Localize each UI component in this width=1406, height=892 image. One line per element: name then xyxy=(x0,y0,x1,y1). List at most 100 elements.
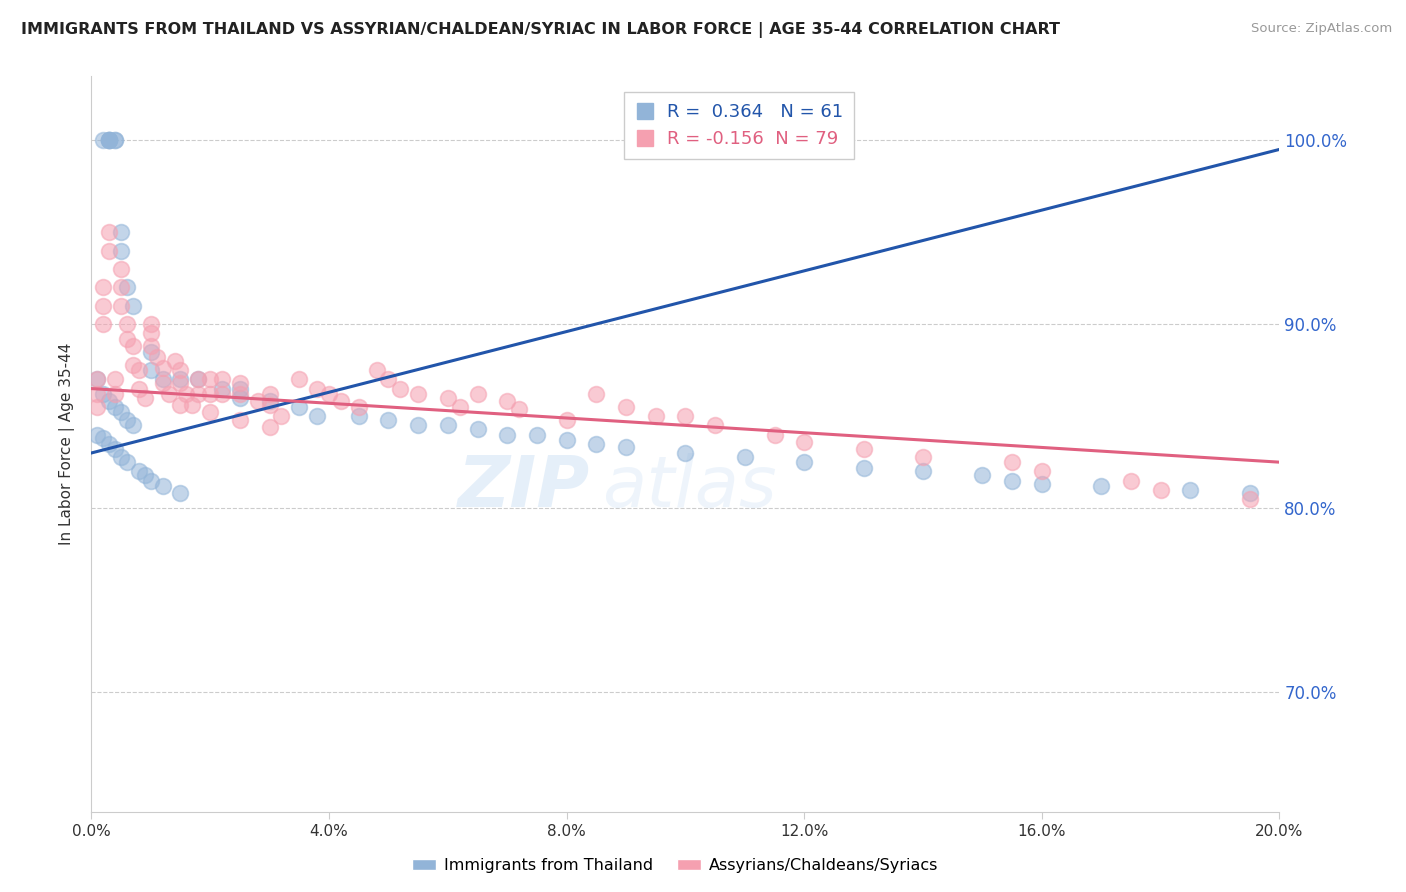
Text: Source: ZipAtlas.com: Source: ZipAtlas.com xyxy=(1251,22,1392,36)
Point xyxy=(229,413,252,427)
Point xyxy=(152,376,174,390)
Point xyxy=(972,468,994,483)
Point xyxy=(734,450,756,464)
Point xyxy=(270,409,292,424)
Point xyxy=(704,418,727,433)
Point xyxy=(467,422,489,436)
Point xyxy=(307,382,329,396)
Point xyxy=(187,387,209,401)
Point xyxy=(122,358,145,372)
Point xyxy=(347,409,370,424)
Point xyxy=(115,413,138,427)
Point xyxy=(115,332,138,346)
Point xyxy=(288,400,311,414)
Point xyxy=(134,468,156,483)
Point xyxy=(104,372,127,386)
Point xyxy=(259,420,281,434)
Point xyxy=(98,225,121,239)
Point xyxy=(1031,477,1053,491)
Point xyxy=(211,387,233,401)
Text: atlas: atlas xyxy=(602,453,778,523)
Point xyxy=(673,409,696,424)
Point xyxy=(229,382,252,396)
Point xyxy=(614,400,637,414)
Point xyxy=(145,351,167,365)
Point xyxy=(1031,464,1053,478)
Point xyxy=(134,391,156,405)
Point xyxy=(104,133,127,147)
Point xyxy=(496,394,519,409)
Point xyxy=(259,387,281,401)
Point xyxy=(86,427,108,442)
Point xyxy=(110,225,132,239)
Point xyxy=(911,450,934,464)
Point xyxy=(793,455,815,469)
Point xyxy=(139,317,162,331)
Point xyxy=(673,446,696,460)
Point xyxy=(115,280,138,294)
Point xyxy=(329,394,352,409)
Point xyxy=(389,382,412,396)
Point xyxy=(200,372,222,386)
Point xyxy=(91,431,114,445)
Point xyxy=(1119,474,1142,488)
Point xyxy=(200,387,222,401)
Point xyxy=(229,376,252,390)
Point xyxy=(288,372,311,386)
Point xyxy=(852,442,875,457)
Point xyxy=(467,387,489,401)
Point xyxy=(110,450,132,464)
Point xyxy=(911,464,934,478)
Point xyxy=(110,244,132,258)
Point xyxy=(229,387,252,401)
Point xyxy=(98,133,121,147)
Point xyxy=(104,133,127,147)
Point xyxy=(91,317,114,331)
Point xyxy=(91,133,114,147)
Point xyxy=(139,326,162,341)
Point xyxy=(1180,483,1202,497)
Point xyxy=(169,486,191,500)
Point xyxy=(169,398,191,412)
Point xyxy=(496,427,519,442)
Point xyxy=(406,387,429,401)
Point xyxy=(86,387,108,401)
Point xyxy=(115,317,138,331)
Point xyxy=(1239,486,1261,500)
Point xyxy=(526,427,548,442)
Point xyxy=(139,339,162,353)
Point xyxy=(366,363,388,377)
Point xyxy=(1090,479,1112,493)
Point xyxy=(110,262,132,277)
Y-axis label: In Labor Force | Age 35-44: In Labor Force | Age 35-44 xyxy=(59,343,76,545)
Point xyxy=(585,387,607,401)
Point xyxy=(508,401,530,416)
Point xyxy=(139,363,162,377)
Point xyxy=(163,354,186,368)
Point xyxy=(259,394,281,409)
Legend: R =  0.364   N = 61, R = -0.156  N = 79: R = 0.364 N = 61, R = -0.156 N = 79 xyxy=(624,92,853,159)
Point xyxy=(110,405,132,419)
Point xyxy=(436,391,458,405)
Point xyxy=(200,405,222,419)
Point xyxy=(852,460,875,475)
Point xyxy=(644,409,666,424)
Point xyxy=(246,394,269,409)
Point xyxy=(307,409,329,424)
Point xyxy=(763,427,786,442)
Point xyxy=(104,387,127,401)
Point xyxy=(128,382,150,396)
Point xyxy=(318,387,340,401)
Point xyxy=(110,280,132,294)
Point xyxy=(259,398,281,412)
Text: IMMIGRANTS FROM THAILAND VS ASSYRIAN/CHALDEAN/SYRIAC IN LABOR FORCE | AGE 35-44 : IMMIGRANTS FROM THAILAND VS ASSYRIAN/CHA… xyxy=(21,22,1060,38)
Point xyxy=(449,400,471,414)
Point xyxy=(169,372,191,386)
Point xyxy=(169,363,191,377)
Point xyxy=(91,280,114,294)
Point xyxy=(91,387,114,401)
Point xyxy=(152,479,174,493)
Point xyxy=(377,372,399,386)
Point xyxy=(152,372,174,386)
Point xyxy=(436,418,458,433)
